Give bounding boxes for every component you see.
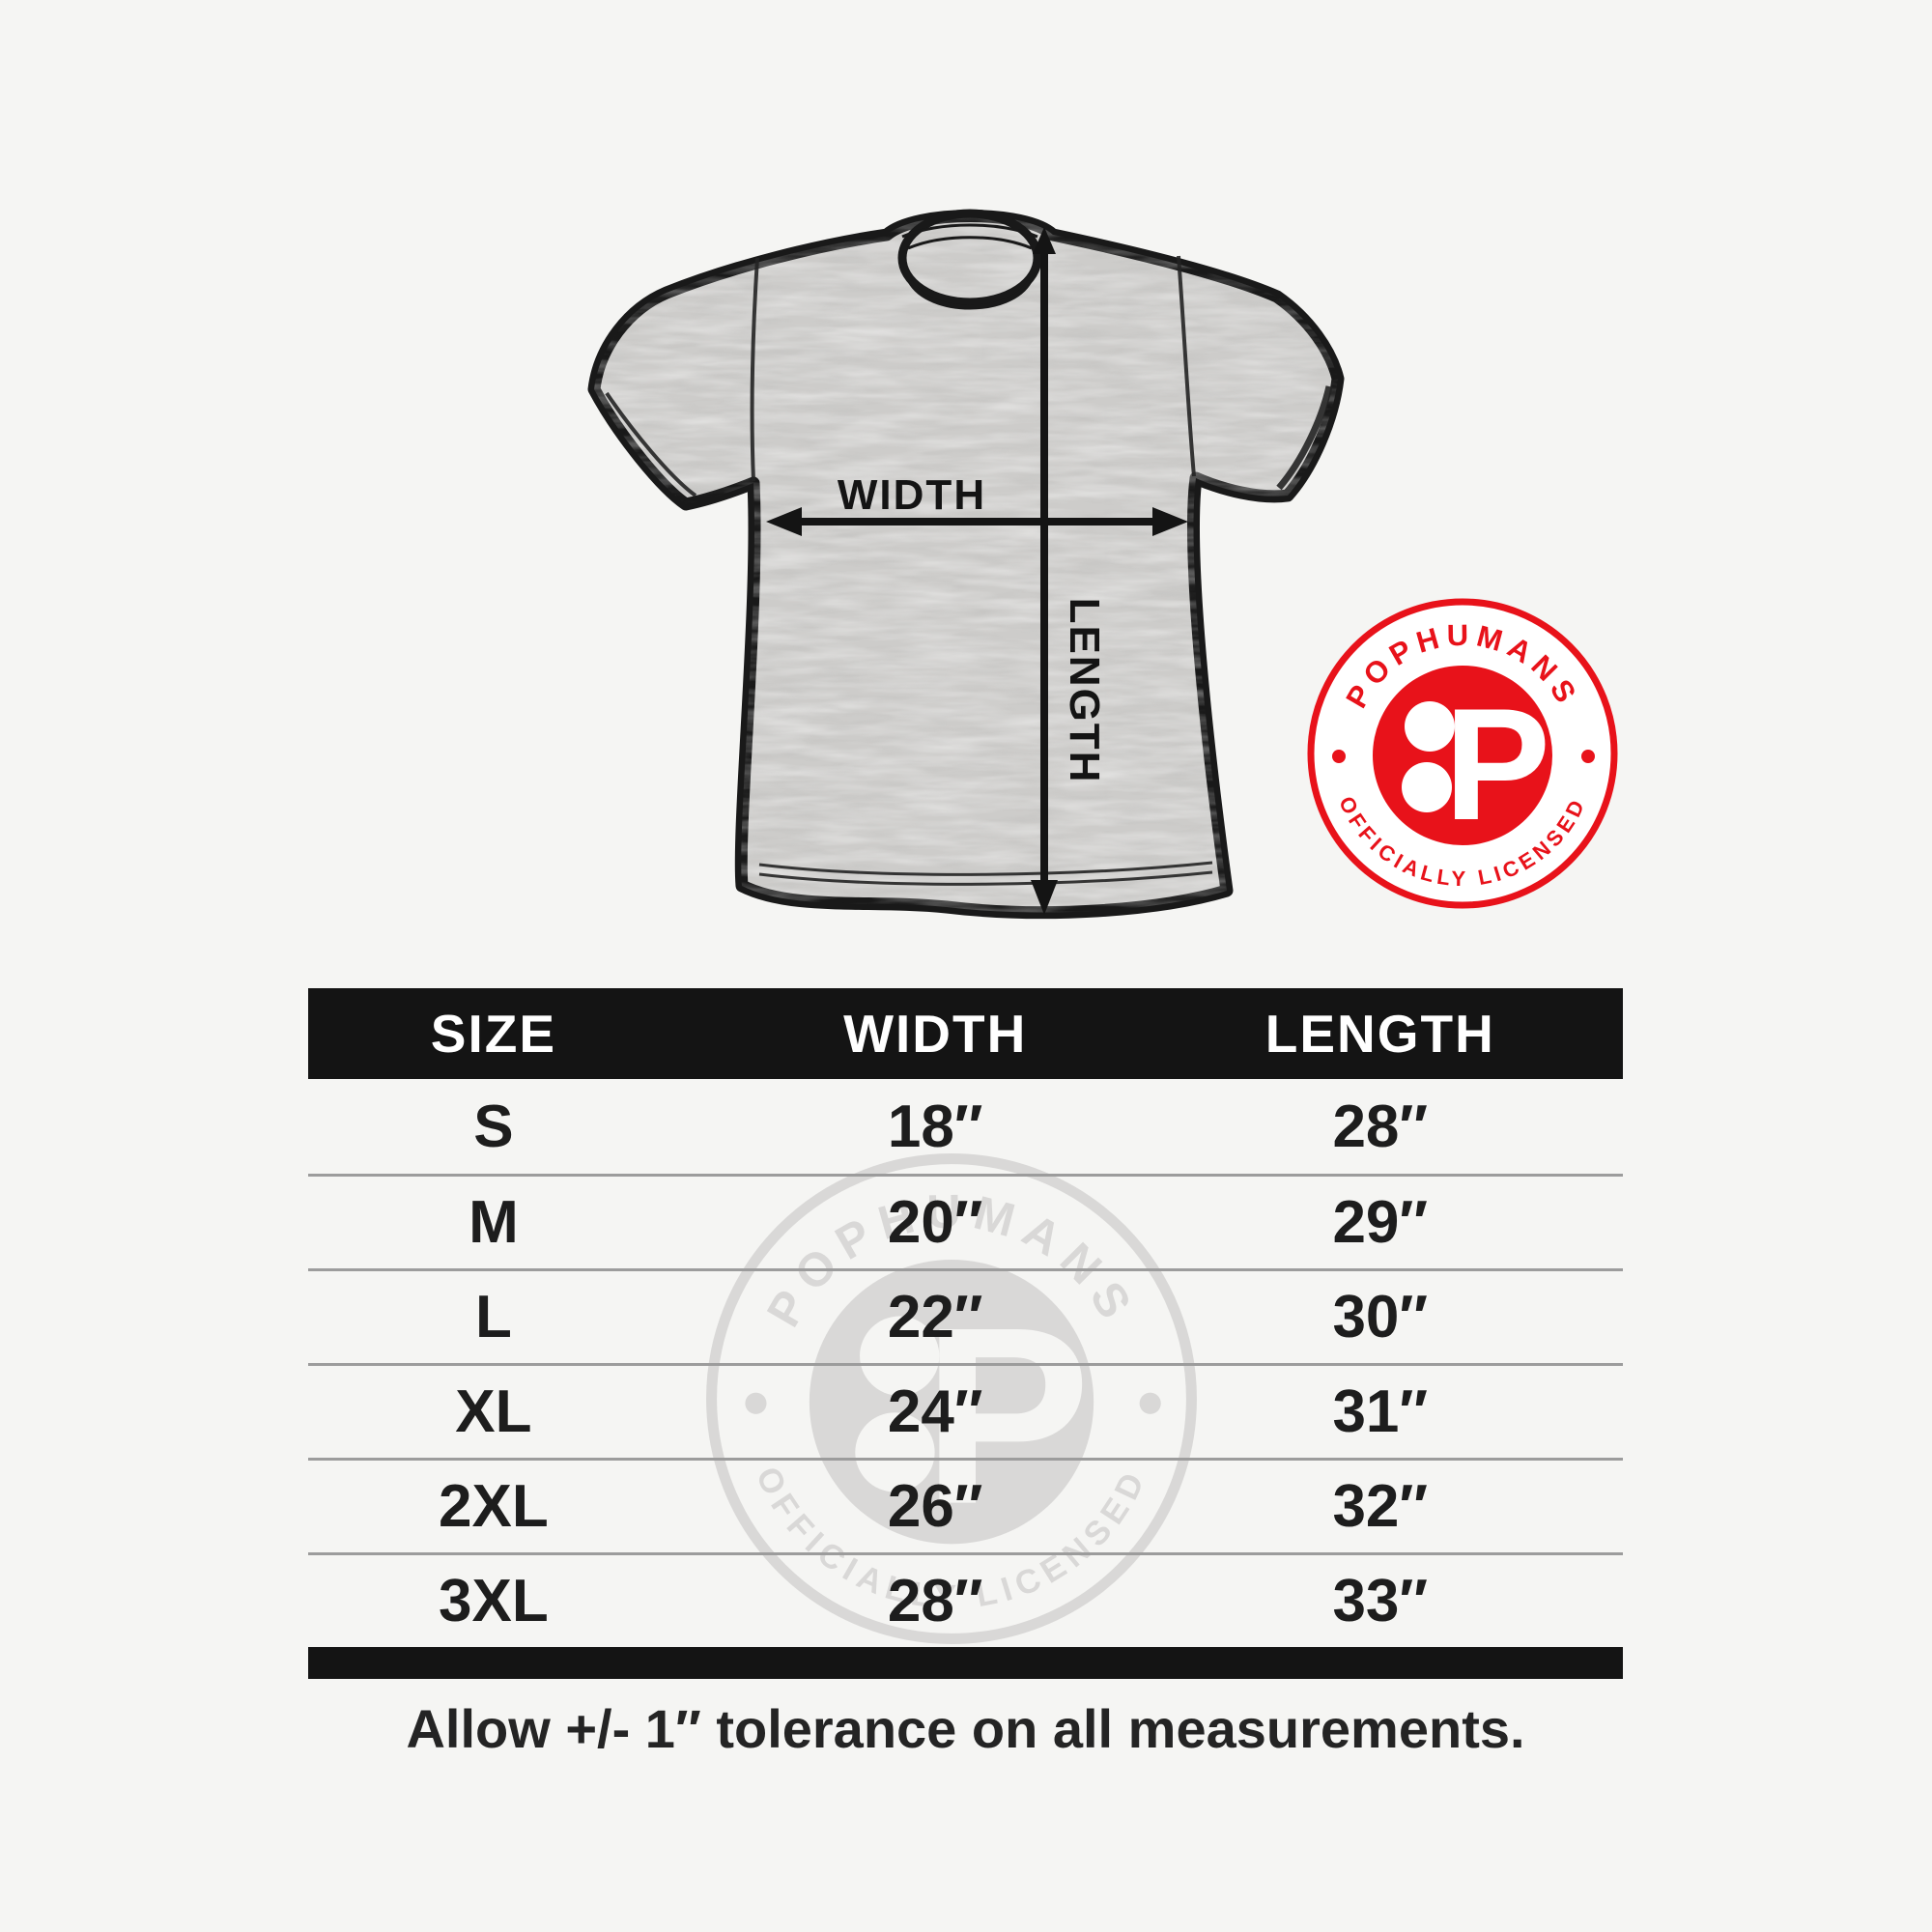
header-cell-length: LENGTH — [1264, 1004, 1495, 1064]
size-table-header: SIZE WIDTH LENGTH — [308, 988, 1623, 1079]
width-label: WIDTH — [838, 471, 986, 519]
watermark-right-dot — [1139, 1392, 1161, 1414]
tolerance-note: Allow +/- 1″ tolerance on all measuremen… — [406, 1698, 1525, 1759]
size-row-s: S 18″ 28″ — [308, 1079, 1623, 1174]
badge-right-dot — [1581, 750, 1595, 763]
cell-width: 22″ — [887, 1284, 983, 1350]
pophumans-license-badge: POPHUMANS OFFICIALLY LICENSED P — [1307, 598, 1618, 909]
badge-colon-dot — [1402, 762, 1452, 812]
table-bottom-bar — [308, 1647, 1623, 1679]
cell-size: M — [469, 1189, 519, 1256]
cell-size: 3XL — [439, 1568, 549, 1634]
badge-left-dot — [1332, 750, 1346, 763]
size-row-xl: XL 24″ 31″ — [308, 1363, 1623, 1458]
cell-width: 18″ — [887, 1093, 983, 1160]
seam-lines — [605, 255, 1333, 886]
cell-size: XL — [455, 1378, 532, 1445]
cell-size: L — [474, 1284, 512, 1350]
cell-length: 32″ — [1332, 1473, 1429, 1540]
cell-length: 28″ — [1332, 1093, 1429, 1160]
size-row-l: L 22″ 30″ — [308, 1268, 1623, 1363]
length-arrow-icon — [1031, 227, 1058, 915]
header-cell-size: SIZE — [430, 1004, 557, 1064]
header-cell-width: WIDTH — [843, 1004, 1028, 1064]
cell-length: 31″ — [1332, 1378, 1429, 1445]
tshirt-measurement-diagram: WIDTH LENGTH — [587, 209, 1345, 920]
cell-width: 28″ — [887, 1568, 983, 1634]
watermark-colon-dot — [855, 1412, 935, 1492]
badge-monogram: P — [1444, 675, 1550, 853]
cell-width: 20″ — [887, 1189, 983, 1256]
width-arrow-icon — [766, 507, 1188, 536]
collar — [897, 209, 1042, 310]
watermark-monogram: P — [923, 1276, 1091, 1557]
watermark-colon-dot — [860, 1316, 940, 1396]
pophumans-watermark-badge: POPHUMANS OFFICIALLY LICENSED P — [706, 1153, 1197, 1644]
cell-width: 24″ — [887, 1378, 983, 1445]
cell-length: 30″ — [1332, 1284, 1429, 1350]
cell-size: 2XL — [439, 1473, 549, 1540]
cell-size: S — [473, 1093, 514, 1160]
cell-length: 33″ — [1332, 1568, 1429, 1634]
length-label: LENGTH — [1061, 598, 1108, 784]
size-table: SIZE WIDTH LENGTH S 18″ 28″ M 20″ 29″ L … — [308, 988, 1623, 1679]
size-row-2xl: 2XL 26″ 32″ — [308, 1458, 1623, 1552]
badge-colon-dot — [1405, 701, 1455, 752]
size-row-m: M 20″ 29″ — [308, 1174, 1623, 1268]
cell-length: 29″ — [1332, 1189, 1429, 1256]
cell-width: 26″ — [887, 1473, 983, 1540]
watermark-left-dot — [745, 1392, 767, 1414]
size-row-3xl: 3XL 28″ 33″ — [308, 1552, 1623, 1647]
